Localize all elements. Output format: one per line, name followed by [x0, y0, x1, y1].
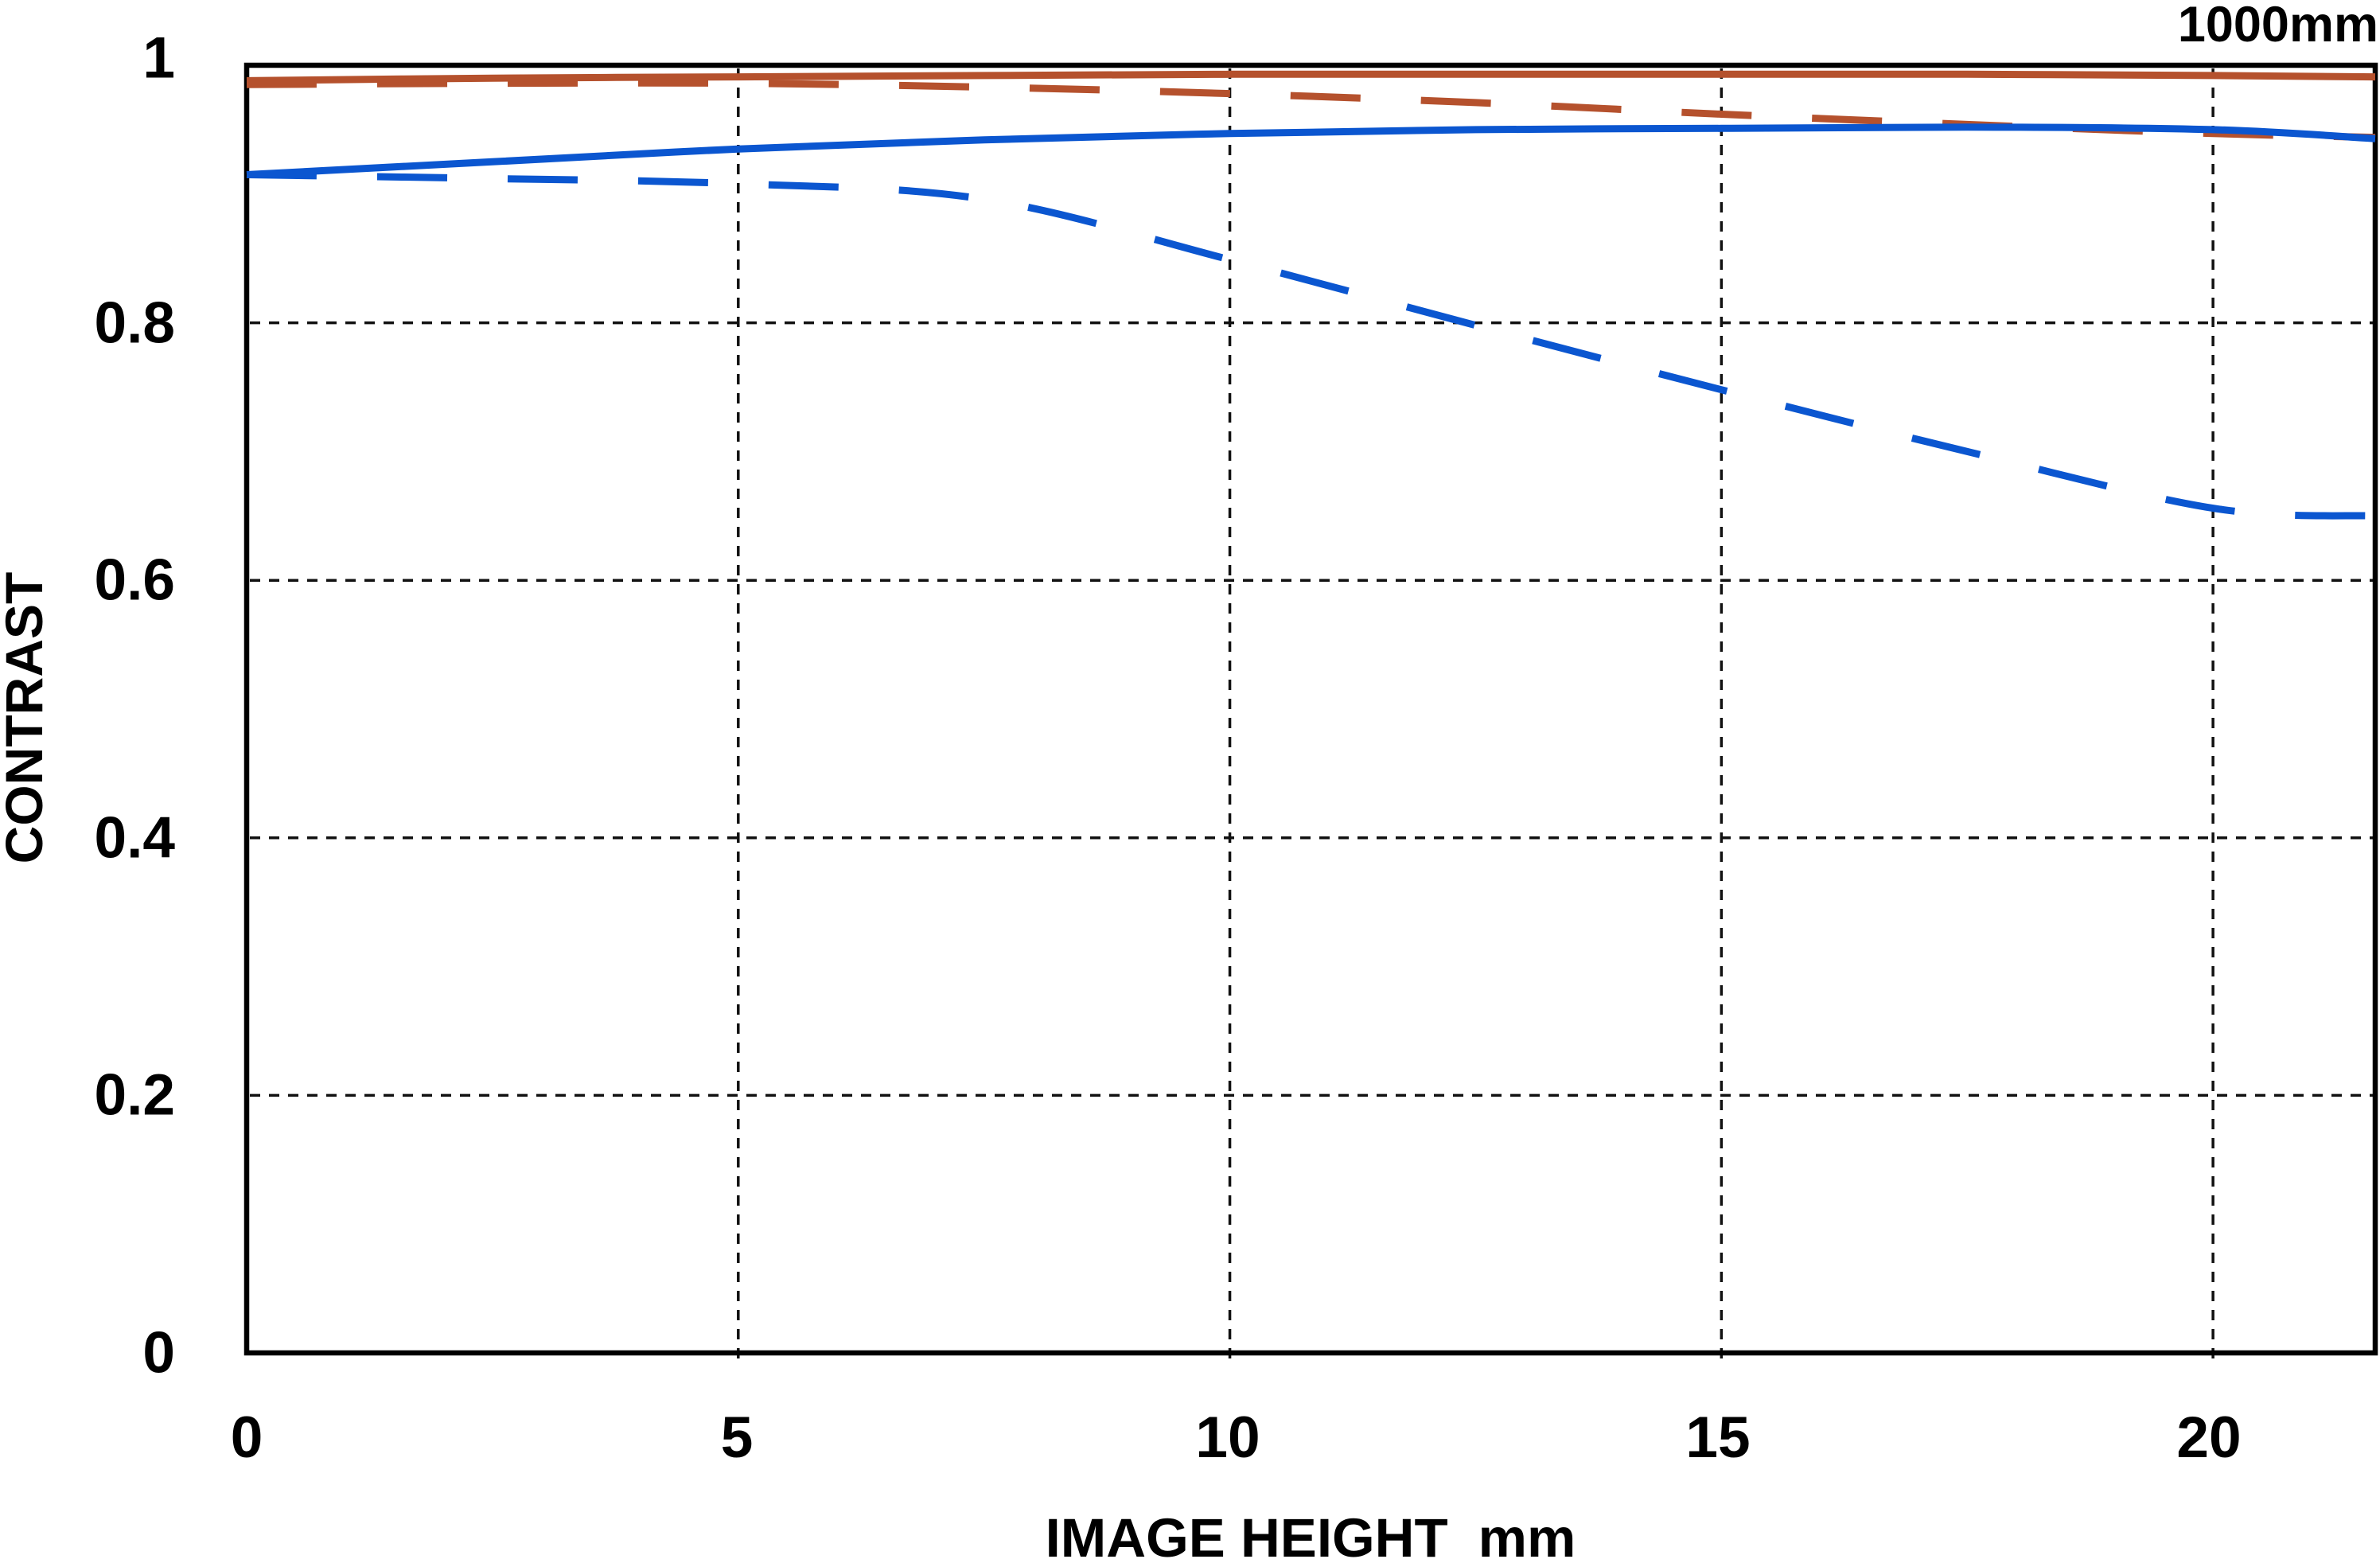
x-tick-label-10: 10	[1195, 1405, 1260, 1470]
y-tick-label-1: 1	[142, 25, 175, 91]
x-tick-label-20: 20	[2176, 1405, 2242, 1470]
curve-red-solid	[246, 70, 2376, 84]
curve-blue-solid	[246, 123, 2376, 178]
x-tick-label-5: 5	[720, 1405, 754, 1470]
y-tick-label-0.2: 0.2	[94, 1062, 175, 1128]
x-axis-title: IMAGE HEIGHT mm	[1046, 1510, 1576, 1563]
focal-length-label: 1000mm	[2177, 0, 2378, 53]
curve-red-dashed	[246, 79, 2376, 142]
y-tick-label-0.6: 0.6	[94, 548, 175, 613]
curve-blue-dashed	[246, 171, 2376, 520]
x-tick-label-15: 15	[1685, 1405, 1751, 1470]
y-tick-label-0: 0	[142, 1320, 175, 1386]
plot-frame	[243, 62, 2378, 1356]
y-tick-label-0.4: 0.4	[94, 805, 175, 871]
x-axis-title-text: IMAGE HEIGHT	[1045, 1507, 1448, 1563]
x-axis-unit: mm	[1478, 1507, 1576, 1563]
y-tick-label-0.8: 0.8	[94, 290, 175, 356]
x-tick-label-0: 0	[230, 1405, 263, 1470]
